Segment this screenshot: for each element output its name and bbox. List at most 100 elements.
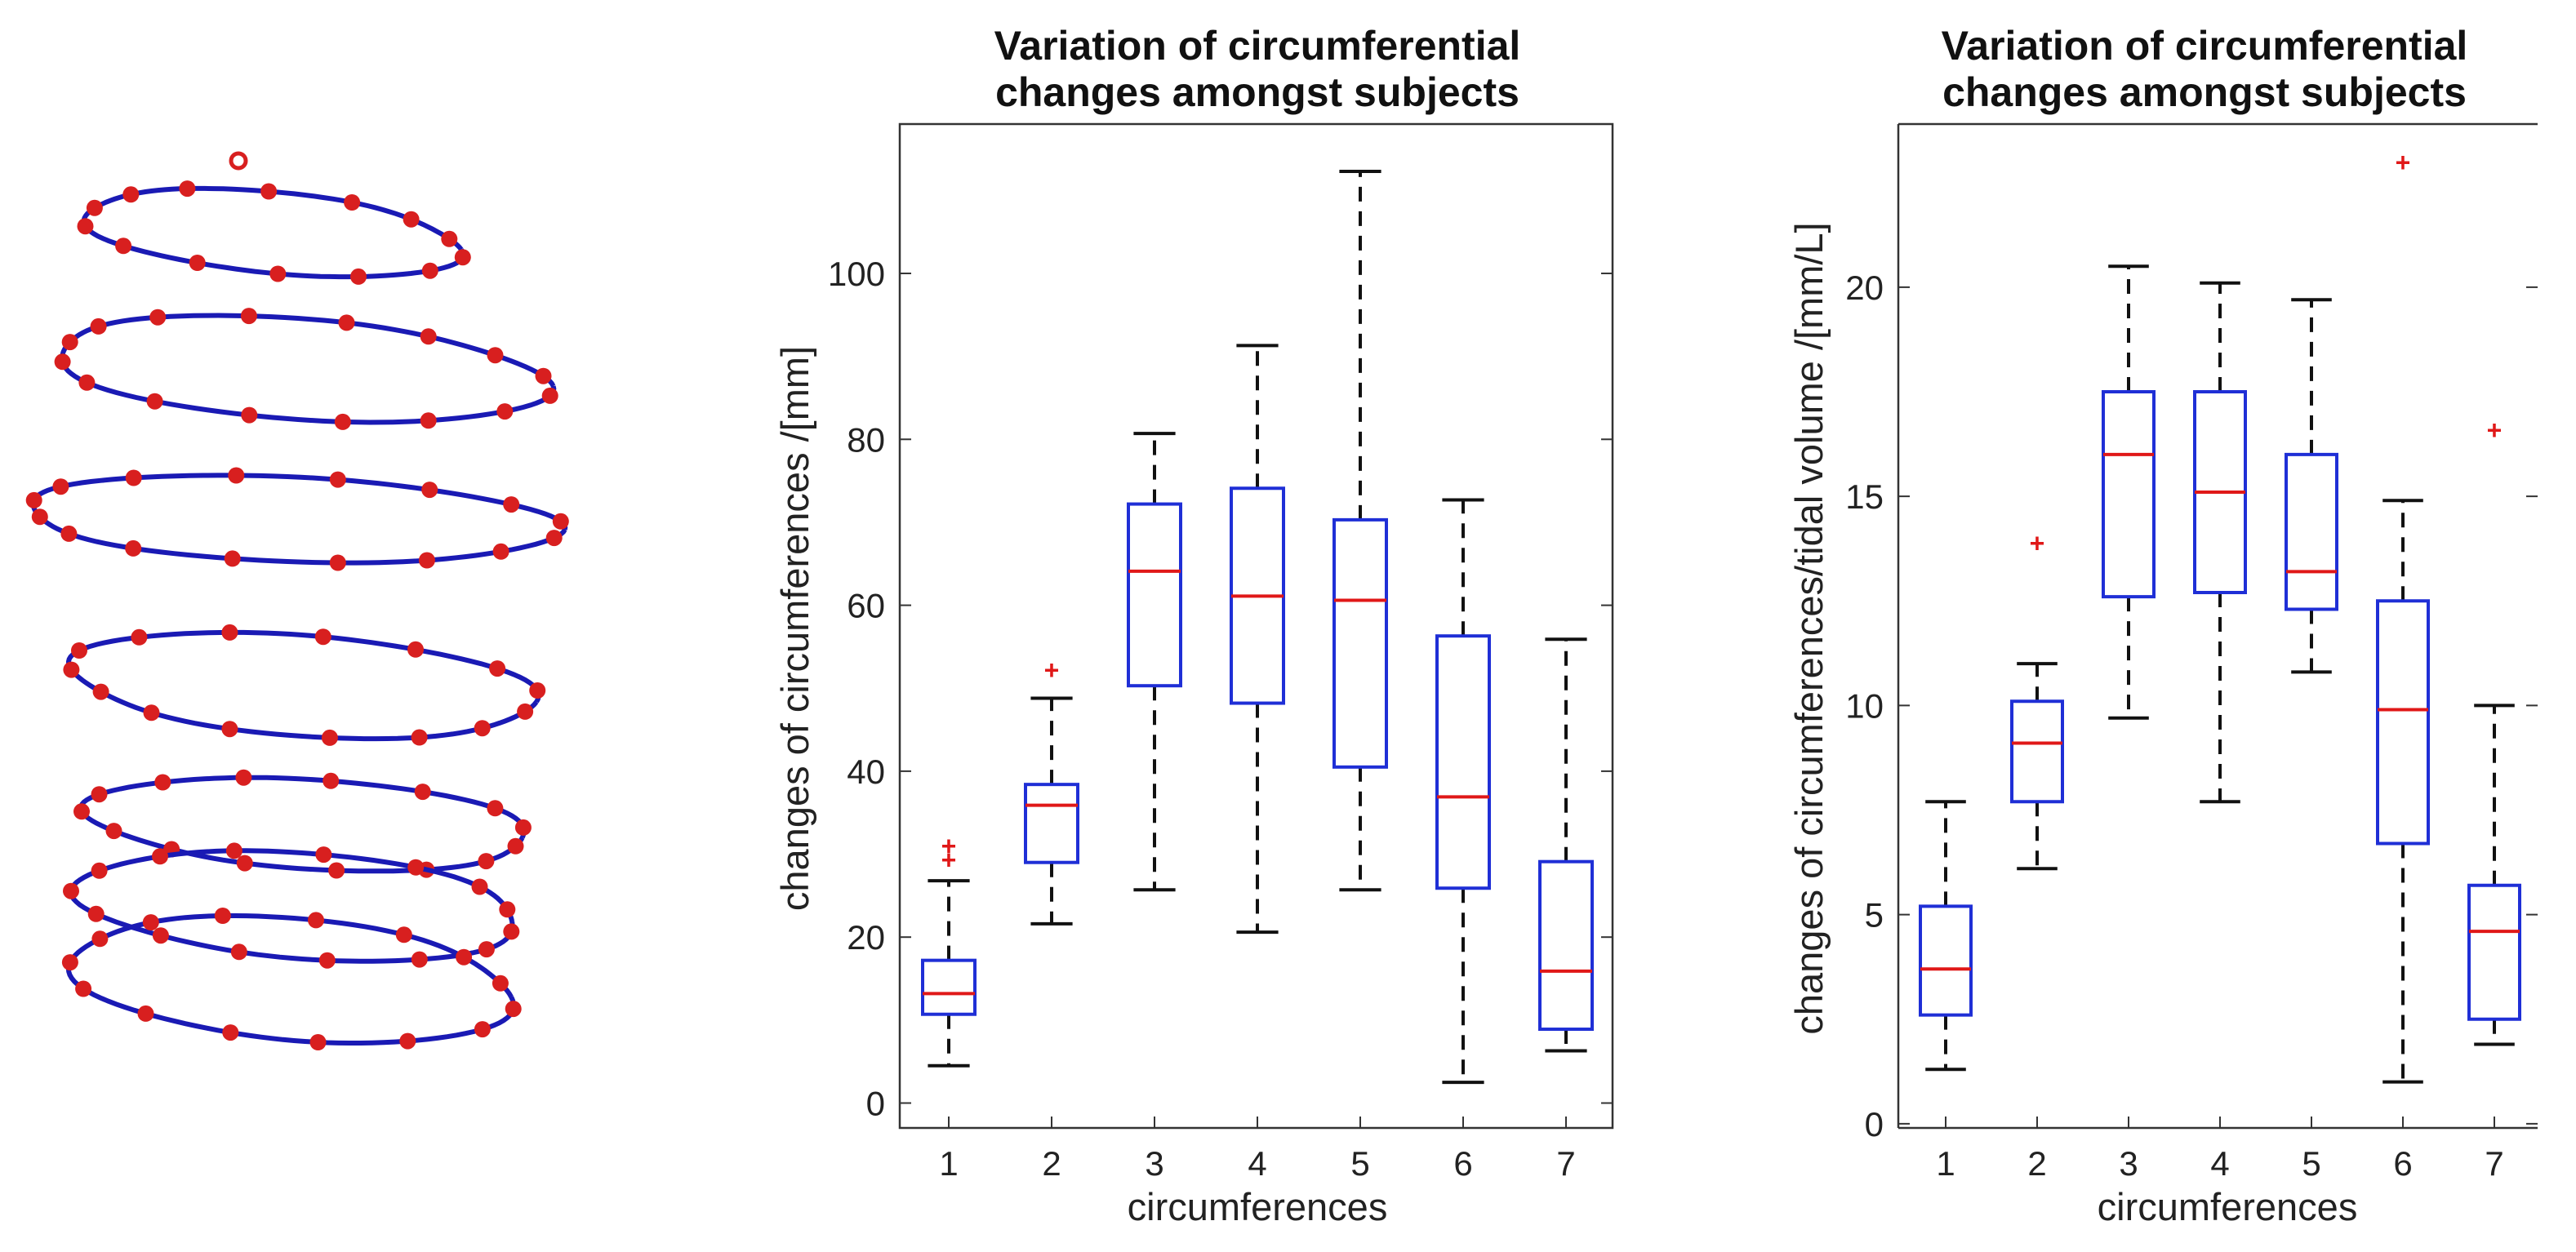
ring-curve-7 bbox=[65, 913, 517, 1046]
box bbox=[921, 958, 977, 1016]
ring-marker bbox=[61, 954, 78, 971]
ring-top-marker bbox=[229, 151, 248, 171]
ring-marker bbox=[125, 469, 142, 486]
ring-marker bbox=[308, 912, 324, 929]
ring-marker bbox=[146, 393, 163, 410]
ring-marker bbox=[77, 218, 94, 235]
ring-marker bbox=[78, 374, 96, 391]
ring-marker bbox=[179, 180, 196, 198]
ring-marker bbox=[92, 683, 109, 700]
ring-marker bbox=[496, 403, 514, 420]
ring-marker bbox=[505, 1001, 522, 1018]
ring-marker bbox=[321, 729, 338, 746]
ring-marker bbox=[269, 265, 287, 282]
ring-marker bbox=[350, 268, 367, 285]
ring-marker bbox=[407, 859, 425, 876]
ring-marker bbox=[418, 552, 435, 569]
ring-marker bbox=[318, 952, 336, 969]
ring-marker bbox=[240, 308, 257, 325]
ring-marker bbox=[315, 846, 332, 864]
chart2-xlabel: circumferences bbox=[2098, 1185, 2358, 1228]
ring-marker bbox=[228, 467, 245, 484]
ring-marker bbox=[474, 720, 491, 737]
ring-marker bbox=[474, 1021, 491, 1038]
outlier: + bbox=[1044, 655, 1060, 685]
ring-marker bbox=[73, 803, 90, 820]
box bbox=[2467, 883, 2521, 1021]
ring-marker bbox=[137, 1005, 154, 1022]
y-tick-label: 20 bbox=[1845, 269, 1884, 307]
ring-marker bbox=[25, 491, 42, 508]
ring-marker bbox=[420, 328, 437, 345]
ring-marker bbox=[395, 926, 412, 943]
ring-marker bbox=[421, 482, 438, 499]
ring-marker bbox=[143, 704, 160, 721]
ring-marker bbox=[487, 800, 504, 817]
ring-marker bbox=[105, 823, 122, 840]
y-tick-label: 5 bbox=[1865, 896, 1884, 935]
ring-marker bbox=[54, 353, 71, 371]
ring-marker bbox=[492, 543, 509, 560]
ring-marker bbox=[329, 554, 346, 571]
ring-marker bbox=[87, 905, 105, 922]
ring-marker bbox=[63, 882, 79, 899]
chart2-title-line1: Variation of circumferential bbox=[1942, 23, 2468, 69]
ring-marker bbox=[131, 628, 148, 646]
box bbox=[1919, 904, 1973, 1017]
ring-marker bbox=[489, 660, 506, 677]
ring-marker bbox=[230, 943, 247, 961]
rings-diagram bbox=[25, 151, 569, 1050]
ring-marker bbox=[344, 194, 361, 211]
ring-marker bbox=[399, 1032, 416, 1050]
ring-marker bbox=[86, 199, 103, 216]
chart2-ylabel: changes of circumferences/tidal volume /… bbox=[1787, 222, 1831, 1034]
ring-marker bbox=[60, 525, 78, 542]
ring-marker bbox=[115, 238, 132, 255]
x-tick-label: 2 bbox=[1042, 1144, 1061, 1183]
x-tick-label: 5 bbox=[2302, 1144, 2320, 1183]
ring-marker bbox=[499, 901, 516, 918]
ring-marker bbox=[260, 183, 278, 200]
ring-marker bbox=[75, 980, 92, 997]
axes-frame bbox=[898, 122, 1614, 1130]
ring-marker bbox=[545, 530, 563, 547]
x-tick-label: 2 bbox=[2027, 1144, 2046, 1183]
outlier: + bbox=[2030, 529, 2045, 558]
outlier: + bbox=[941, 846, 957, 875]
ring-marker bbox=[222, 1024, 239, 1041]
ring-marker bbox=[91, 862, 108, 879]
ring-marker bbox=[91, 786, 108, 803]
ring-marker bbox=[329, 471, 346, 488]
ring-marker bbox=[214, 908, 231, 924]
ring-marker bbox=[421, 262, 438, 279]
ring-marker bbox=[149, 309, 167, 326]
y-tick-label: 15 bbox=[1845, 477, 1884, 516]
boxplot-mm: Variation of circumferential changes amo… bbox=[773, 23, 1614, 1228]
chart1-xlabel: circumferences bbox=[1128, 1185, 1388, 1228]
ring-marker bbox=[478, 853, 495, 870]
ring-marker bbox=[541, 387, 558, 404]
x-tick-label: 4 bbox=[2210, 1144, 2229, 1183]
ring-marker bbox=[236, 855, 253, 872]
ring-marker bbox=[152, 927, 169, 944]
ring-marker bbox=[221, 624, 238, 641]
box bbox=[1435, 634, 1491, 890]
ring-marker bbox=[503, 923, 520, 940]
ring-curve-3 bbox=[30, 473, 568, 566]
ring-marker bbox=[338, 314, 355, 331]
ring-marker bbox=[492, 975, 509, 992]
ring-marker bbox=[514, 819, 532, 836]
ring-marker bbox=[63, 661, 80, 678]
ring-marker bbox=[471, 878, 488, 895]
x-tick-label: 3 bbox=[2119, 1144, 2138, 1183]
ring-marker bbox=[535, 367, 552, 384]
x-tick-label: 1 bbox=[1936, 1144, 1955, 1183]
box bbox=[2102, 390, 2156, 599]
y-tick-label: 0 bbox=[866, 1085, 885, 1123]
outlier: + bbox=[941, 831, 957, 860]
ring-marker bbox=[529, 682, 546, 699]
ring-marker bbox=[517, 703, 534, 720]
ring-marker bbox=[241, 406, 258, 424]
ring-marker bbox=[91, 930, 109, 948]
box bbox=[1127, 502, 1182, 688]
